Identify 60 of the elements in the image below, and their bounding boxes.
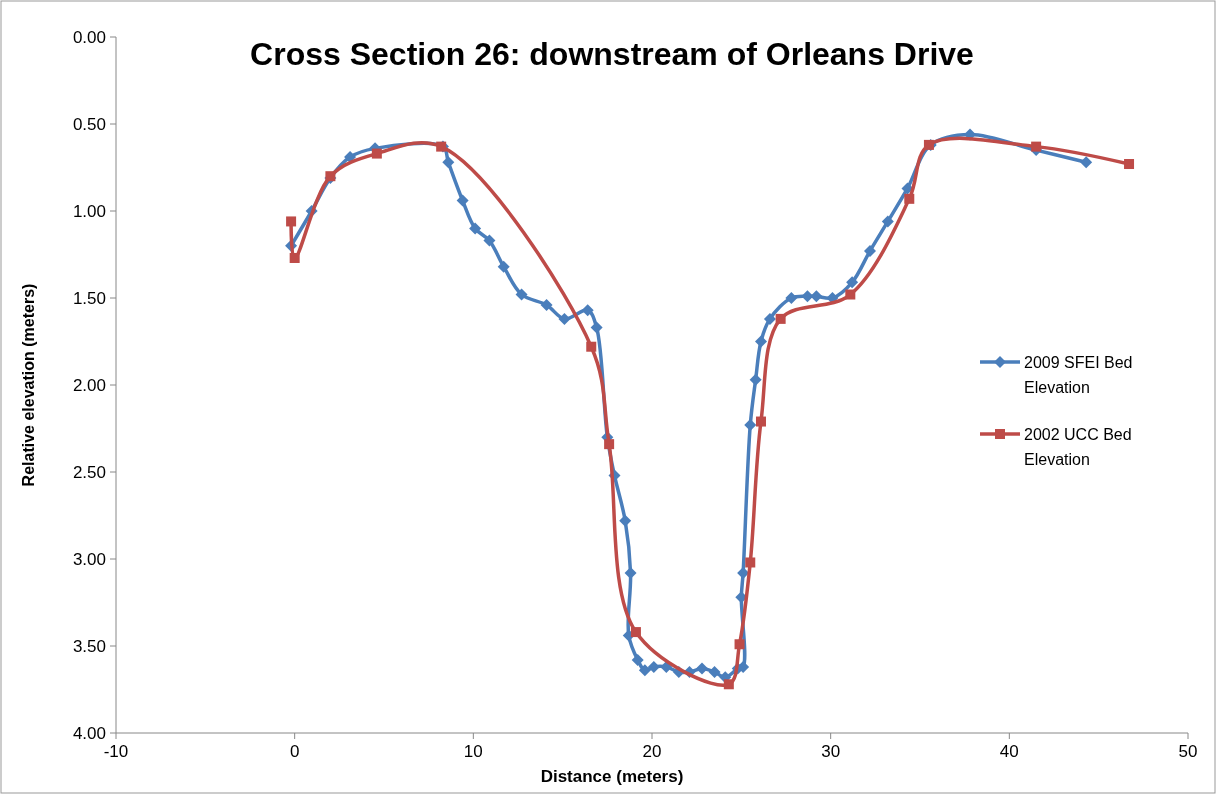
point [846, 276, 859, 289]
point [845, 289, 856, 300]
point [723, 679, 734, 690]
point [497, 260, 510, 273]
point [745, 557, 756, 568]
point [755, 416, 766, 427]
point [1080, 156, 1093, 169]
y-tick-label: 2.50 [72, 462, 106, 482]
x-tick-label: 20 [642, 742, 662, 761]
point [785, 292, 798, 304]
point [881, 215, 894, 228]
point [775, 313, 786, 324]
x-tick-label: 30 [821, 742, 841, 761]
y-axis-title: Relative elevation (meters) [20, 283, 37, 487]
point [1124, 159, 1135, 170]
chart-title: Cross Section 26: downstream of Orleans Drive [250, 36, 974, 72]
point [619, 514, 632, 527]
point [483, 234, 496, 247]
point [469, 222, 482, 235]
x-tick-label: -10 [103, 742, 129, 761]
x-axis-title: Distance (meters) [540, 767, 684, 786]
y-tick-label: 2.00 [72, 375, 106, 395]
point [638, 664, 651, 677]
y-tick-label: 3.50 [72, 636, 106, 656]
x-tick-label: 40 [999, 742, 1019, 761]
y-tick-label: 4.00 [72, 723, 106, 743]
point [763, 312, 776, 325]
point [286, 216, 297, 227]
point [581, 304, 594, 317]
point [754, 335, 767, 348]
point [442, 156, 455, 169]
point [456, 194, 469, 207]
point [863, 245, 876, 258]
point [371, 148, 382, 159]
point [515, 288, 528, 301]
point [696, 662, 709, 675]
point [734, 639, 745, 650]
point [289, 252, 300, 263]
point [630, 627, 641, 638]
point [647, 660, 660, 673]
legend-label: 2002 UCC Bed Elevation [1024, 425, 1132, 468]
legend-label: 2009 SFEI Bed Elevation [1024, 353, 1133, 396]
y-tick-label: 0.00 [72, 27, 106, 47]
y-tick-label: 1.50 [72, 288, 106, 308]
point [558, 312, 571, 325]
y-tick-label: 0.50 [72, 114, 106, 134]
y-tick-label: 1.00 [72, 201, 106, 221]
point [604, 439, 615, 450]
x-tick-label: 10 [463, 742, 483, 761]
point [749, 373, 762, 386]
point [586, 341, 597, 352]
y-tick-label: 3.00 [72, 549, 106, 569]
x-tick-label: 50 [1178, 742, 1198, 761]
point [631, 653, 644, 666]
point [1031, 141, 1042, 152]
point [590, 321, 603, 334]
point [708, 666, 721, 679]
x-tick-label: 0 [289, 742, 300, 761]
point [540, 298, 553, 311]
point [904, 193, 915, 204]
